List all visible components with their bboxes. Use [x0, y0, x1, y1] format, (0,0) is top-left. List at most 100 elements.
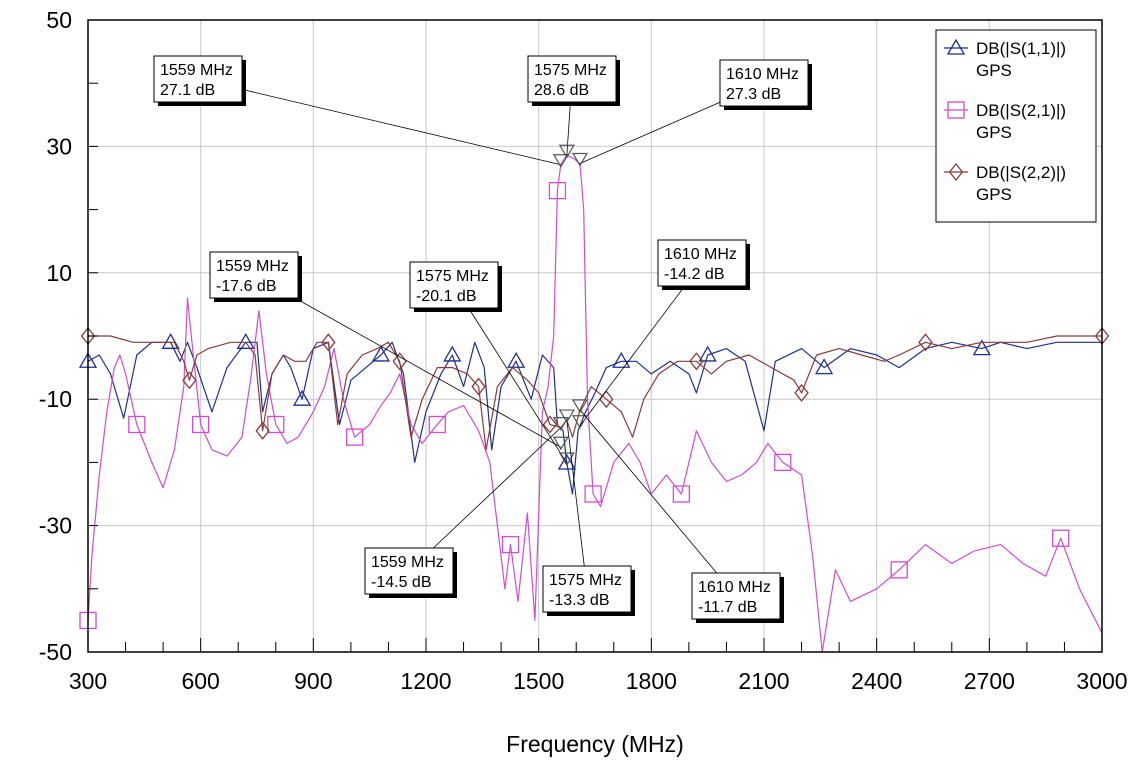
- marker-label-freq: 1559 MHz: [371, 554, 444, 571]
- series-3-symbol: [689, 352, 704, 371]
- y-tick-label: 30: [46, 133, 72, 159]
- legend-box: [935, 29, 1097, 223]
- series-2-symbol: [548, 181, 567, 200]
- series-3-symbol: [794, 383, 809, 402]
- series-layer: [78, 154, 1110, 653]
- y-tick-label: -10: [39, 386, 72, 412]
- series-1-symbol: [292, 389, 312, 406]
- marker-leader-line: [408, 427, 562, 572]
- marker-box: [209, 251, 299, 299]
- marker-leader-line: [579, 409, 737, 597]
- legend-sublabel: GPS: [976, 123, 1012, 142]
- marker-label-value: -20.1 dB: [416, 288, 476, 305]
- marker-label-freq: 1575 MHz: [416, 268, 489, 285]
- series-1-symbol: [972, 339, 991, 356]
- marker-leader-line: [253, 274, 562, 448]
- y-tick-label: 50: [46, 7, 72, 33]
- series-1-symbol: [161, 333, 180, 349]
- marker-label-freq: 1610 MHz: [698, 579, 771, 596]
- series-2-symbol: [428, 415, 446, 434]
- marker-leader-line: [197, 78, 561, 166]
- marker-box: [527, 55, 617, 103]
- marker-layer: 1559 MHz 27.1 dB 1575 MHz 28.6 dB 1610 MHz 27…: [153, 55, 812, 623]
- series-3-symbol: [321, 333, 336, 352]
- marker-point: [558, 452, 575, 467]
- marker-leader-line: [453, 284, 568, 464]
- series-2-symbol: [890, 561, 908, 579]
- legend: DB(|S(1,1)|) GPS DB(|S(2,1)|) GPS DB(|S(2,2)…: [935, 29, 1097, 223]
- series-2-symbol: [1052, 529, 1070, 547]
- marker-point: [571, 415, 589, 429]
- series-1-symbol: [443, 345, 462, 362]
- series-1-symbol: [507, 351, 526, 368]
- x-tick-label: 2100: [738, 668, 789, 694]
- series-1-symbol: [371, 345, 391, 362]
- marker-label-value: 27.3 dB: [726, 86, 781, 103]
- x-tick-label: 900: [294, 668, 332, 694]
- marker-box: [542, 565, 632, 613]
- legend-label: DB(|S(1,1)|): [976, 39, 1066, 58]
- series-line-1: [87, 341, 1102, 495]
- marker-point: [558, 409, 575, 424]
- series-2-symbol: [192, 415, 210, 434]
- marker-point: [552, 154, 569, 168]
- marker-box: [657, 239, 747, 287]
- series-1-symbol: [612, 351, 631, 368]
- series-2-symbol: [267, 415, 285, 434]
- marker-point: [571, 399, 589, 414]
- marker-label-value: -14.2 dB: [664, 266, 724, 283]
- x-tick-label: 600: [181, 668, 219, 694]
- marker-point: [552, 417, 569, 431]
- legend-symbol: [946, 38, 966, 55]
- series-3-symbol: [255, 421, 270, 440]
- series-1-symbol: [557, 453, 576, 470]
- series-1-symbol: [236, 333, 255, 349]
- marker-label-value: 28.6 dB: [534, 82, 589, 99]
- marker-box: [364, 547, 454, 595]
- series-1-symbol: [698, 345, 717, 362]
- series-3-symbol: [182, 371, 197, 390]
- x-tick-label: 1200: [400, 668, 451, 694]
- x-axis-title: Frequency (MHz): [506, 731, 684, 757]
- marker-label-value: -17.6 dB: [216, 278, 276, 295]
- marker-label-freq: 1610 MHz: [726, 66, 799, 83]
- marker-label-value: 27.1 dB: [160, 82, 215, 99]
- marker-label-freq: 1610 MHz: [664, 246, 737, 263]
- legend-label: DB(|S(2,1)|): [976, 101, 1066, 120]
- series-1-symbol: [814, 358, 834, 375]
- legend-label: DB(|S(2,2)|): [976, 163, 1066, 182]
- x-tick-label: 300: [69, 668, 107, 694]
- marker-label-freq: 1559 MHz: [216, 258, 289, 275]
- marker-point: [558, 144, 575, 159]
- marker-leader-line: [566, 420, 588, 590]
- series-2-symbol: [672, 485, 691, 503]
- marker-point: [571, 152, 589, 167]
- series-2-symbol: [774, 453, 792, 472]
- series-2-symbol: [501, 535, 520, 554]
- y-tick-label: 10: [46, 260, 72, 286]
- marker-label-freq: 1559 MHz: [160, 62, 233, 79]
- series-2-symbol: [128, 415, 146, 434]
- marker-box: [153, 55, 243, 103]
- legend-symbol: [948, 162, 964, 182]
- marker-box: [691, 572, 781, 620]
- marker-point: [552, 436, 569, 451]
- series-2-symbol: [345, 428, 364, 446]
- marker-box: [719, 59, 809, 107]
- marker-label-freq: 1575 MHz: [534, 62, 607, 79]
- marker-label-freq: 1575 MHz: [549, 572, 622, 589]
- series-3-symbol: [392, 352, 407, 371]
- series-3-symbol: [471, 377, 486, 396]
- marker-label-value: -13.3 dB: [549, 592, 609, 609]
- marker-leader-line: [579, 262, 703, 426]
- x-tick-label: 3000: [1076, 668, 1127, 694]
- legend-sublabel: GPS: [976, 185, 1012, 204]
- x-tick-label: 1800: [626, 668, 677, 694]
- series-line-3: [88, 335, 1102, 451]
- y-tick-label: -50: [39, 639, 72, 665]
- x-tick-label: 1500: [513, 668, 564, 694]
- series-2-symbol: [584, 485, 602, 503]
- series-3-symbol: [542, 415, 558, 434]
- marker-box: [409, 261, 499, 309]
